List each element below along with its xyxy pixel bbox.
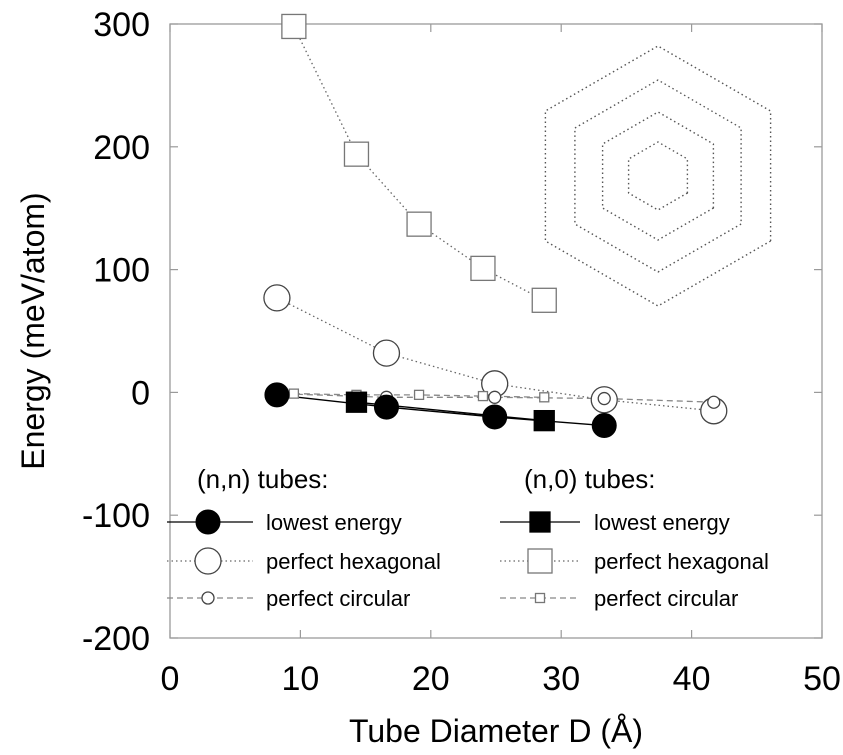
series-line-n0-open bbox=[293, 26, 545, 301]
data-point-n0-open bbox=[281, 13, 307, 40]
data-point-nn-open bbox=[372, 339, 401, 367]
legend-marker-n0-filled bbox=[529, 511, 551, 533]
legend-marker-nn-filled bbox=[195, 509, 221, 535]
data-point-nn-filled bbox=[591, 413, 617, 439]
data-point-n0-open-small bbox=[539, 392, 550, 403]
y-tick-label: 0 bbox=[131, 374, 150, 412]
x-tick-label: 20 bbox=[412, 660, 450, 698]
legend-marker-n0-open bbox=[527, 548, 553, 574]
legend-marker-nn-open-small bbox=[201, 591, 215, 605]
x-tick-label: 10 bbox=[281, 660, 319, 698]
inset-hexagon bbox=[601, 111, 715, 241]
x-axis-label: Tube Diameter D (Å) bbox=[349, 713, 643, 749]
data-point-nn-filled bbox=[264, 382, 290, 408]
inset-hexagon bbox=[574, 79, 742, 273]
data-point-n0-open bbox=[343, 141, 370, 167]
legend-title-n0: (n,0) tubes: bbox=[524, 464, 656, 494]
y-tick-label: 300 bbox=[93, 6, 150, 44]
legend: (n,n) tubes: lowest energy perfect hexagon… bbox=[167, 464, 769, 611]
legend-label: lowest energy bbox=[266, 510, 402, 535]
legend-title-nn: (n,n) tubes: bbox=[197, 464, 329, 494]
legend-label: perfect hexagonal bbox=[266, 549, 441, 574]
data-point-nn-open bbox=[263, 284, 291, 312]
series-markers bbox=[263, 13, 728, 439]
data-point-nn-filled bbox=[482, 404, 508, 430]
data-point-nn-filled bbox=[373, 394, 399, 420]
data-point-nn-open-small bbox=[597, 391, 611, 406]
legend-label: perfect circular bbox=[594, 586, 738, 611]
data-point-nn-open-small bbox=[707, 395, 721, 409]
data-point-nn-open-small bbox=[488, 390, 502, 404]
data-point-n0-open bbox=[406, 211, 432, 237]
y-tick-label: 200 bbox=[93, 129, 150, 167]
hexagon-inset bbox=[544, 45, 772, 307]
inset-hexagon bbox=[544, 45, 772, 307]
y-tick-label: 100 bbox=[93, 252, 150, 290]
x-tick-label: 40 bbox=[673, 660, 711, 698]
axis-ticks: 0 10 20 30 40 50 -200 -100 0 100 200 300 bbox=[82, 6, 841, 698]
data-point-n0-filled bbox=[345, 391, 368, 413]
legend-label: lowest energy bbox=[594, 510, 730, 535]
legend-marker-nn-open bbox=[194, 547, 222, 575]
data-point-n0-open-small bbox=[477, 390, 489, 402]
data-point-n0-open-small bbox=[413, 389, 425, 401]
data-point-n0-open-small bbox=[288, 388, 300, 399]
legend-label: perfect hexagonal bbox=[594, 549, 769, 574]
data-point-n0-open bbox=[470, 255, 496, 282]
inset-hexagon bbox=[627, 141, 689, 211]
series-lines bbox=[276, 26, 714, 427]
x-tick-label: 30 bbox=[542, 660, 580, 698]
data-point-n0-open bbox=[531, 287, 557, 313]
y-axis-label: Energy (meV/atom) bbox=[15, 192, 51, 469]
y-tick-label: -200 bbox=[82, 620, 150, 658]
plot-frame bbox=[169, 23, 823, 639]
legend-marker-n0-open-small bbox=[534, 592, 546, 604]
x-tick-label: 0 bbox=[161, 660, 180, 698]
x-tick-label: 50 bbox=[803, 660, 841, 698]
data-point-n0-filled bbox=[533, 409, 555, 432]
legend-label: perfect circular bbox=[266, 586, 410, 611]
y-tick-label: -100 bbox=[82, 497, 150, 535]
